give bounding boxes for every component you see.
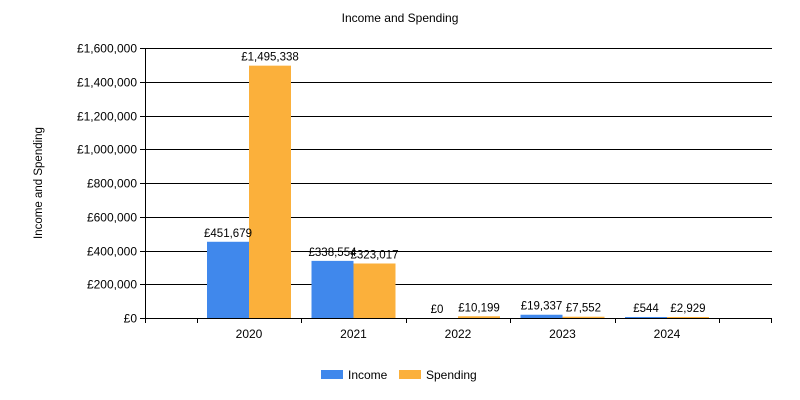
y-tick-label: £1,600,000: [77, 42, 137, 56]
data-label: £1,495,338: [241, 52, 299, 64]
y-tick-label: £0: [124, 312, 138, 326]
legend-swatch: [321, 370, 343, 379]
bar-spending: [458, 316, 500, 318]
chart-title: Income and Spending: [342, 11, 459, 25]
bar-spending: [562, 316, 605, 318]
bar-spending: [667, 317, 709, 318]
bar-income: [520, 314, 563, 318]
data-label: £19,337: [521, 301, 563, 313]
bar-spending: [249, 65, 291, 318]
legend-label: Income: [348, 368, 388, 382]
y-tick-label: £1,200,000: [77, 110, 137, 124]
bar-income: [311, 260, 354, 318]
y-tick-label: £800,000: [87, 177, 137, 191]
y-tick-label: £600,000: [87, 211, 137, 225]
data-label: £2,929: [670, 303, 705, 315]
data-labels: £451,679 £1,495,338 £338,554£323,017 £0 £10,…: [204, 52, 706, 316]
y-tick-label: £200,000: [87, 278, 137, 292]
x-tick-label: 2024: [654, 327, 681, 341]
axes: £0 £200,000 £400,000 £600,000 £800,000 £1,000…: [77, 42, 772, 341]
bar-spending: [353, 263, 396, 318]
x-tick-label: 2023: [549, 327, 576, 341]
data-label: £10,199: [458, 302, 500, 314]
x-tick-label: 2020: [236, 327, 263, 341]
y-tick-label: £1,400,000: [77, 76, 137, 90]
y-tick-label: £400,000: [87, 245, 137, 259]
data-label: £0: [431, 304, 444, 316]
bar-income: [207, 241, 249, 318]
data-label: £338,554: [309, 247, 358, 259]
legend: Income Spending: [321, 368, 477, 382]
bars: [207, 65, 709, 318]
x-tick-label: 2022: [445, 327, 472, 341]
x-tick-label: 2021: [340, 327, 367, 341]
data-label: £544: [633, 303, 659, 315]
data-label: £451,679: [204, 228, 252, 240]
y-tick-label: £1,000,000: [77, 143, 137, 157]
bar-income: [625, 317, 667, 318]
legend-label: Spending: [426, 368, 477, 382]
y-axis-title: Income and Spending: [33, 127, 45, 239]
data-label: £7,552: [566, 303, 601, 315]
data-label: £323,017: [351, 249, 399, 261]
legend-swatch: [399, 370, 421, 379]
